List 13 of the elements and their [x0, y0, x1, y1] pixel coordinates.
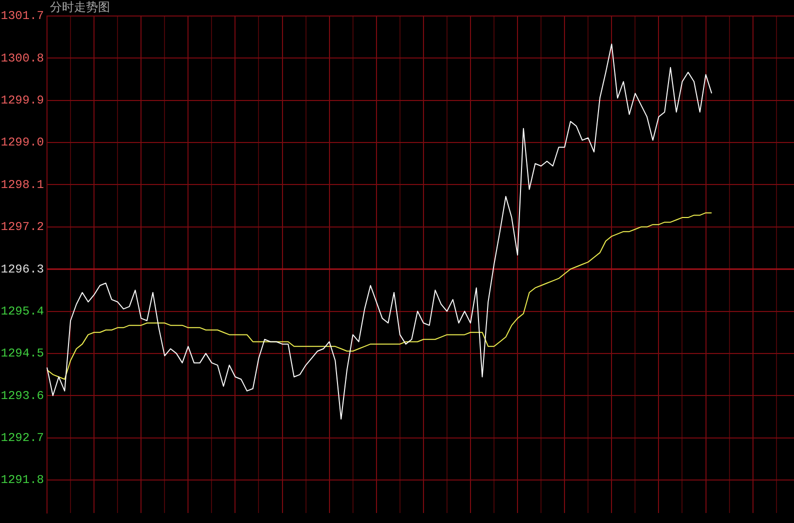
- y-tick-label: 1294.5: [0, 346, 44, 361]
- y-tick-label: 1296.3: [0, 262, 44, 276]
- y-tick-label: 1291.8: [0, 473, 44, 488]
- y-tick-label: 1299.0: [0, 136, 44, 150]
- y-tick-label: 1299.9: [0, 94, 44, 108]
- y-tick-label: 1295.4: [0, 304, 44, 318]
- y-tick-label: 1300.8: [0, 51, 44, 66]
- y-tick-label: 1301.7: [0, 9, 44, 24]
- y-tick-label: 1298.1: [0, 178, 44, 192]
- y-tick-label: 1297.2: [0, 220, 44, 234]
- chart-title: 分时走势图: [50, 0, 110, 15]
- y-tick-label: 1293.6: [0, 388, 44, 403]
- y-tick-label: 1292.7: [0, 430, 44, 445]
